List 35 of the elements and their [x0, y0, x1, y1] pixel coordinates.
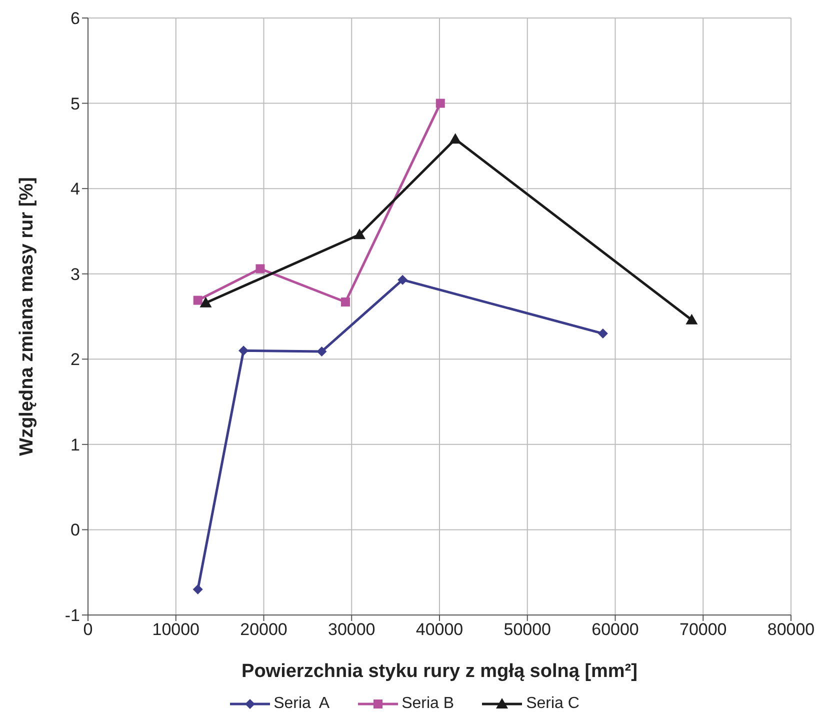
point [340, 298, 350, 306]
point [686, 314, 698, 324]
x-tick-label: 0 [83, 620, 93, 640]
point [398, 274, 408, 285]
y-tick-label: 4 [70, 180, 80, 199]
point [436, 98, 445, 108]
point [316, 346, 327, 356]
point [256, 264, 265, 274]
y-tick-label: -1 [64, 606, 80, 626]
legend-label: Seria B [400, 695, 454, 713]
x-tick-label: 10000 [152, 620, 200, 640]
x-tick-label: 60000 [592, 620, 639, 640]
y-tick-label: 1 [70, 435, 80, 454]
x-tick-label: 30000 [328, 620, 376, 640]
x-tick-label: 70000 [679, 620, 727, 640]
x-tick-label: 50000 [504, 620, 552, 640]
x-axis-title: Powierzchnia styku rury z mgłą solną [mm²] [242, 661, 638, 682]
x-tick-label: 40000 [416, 620, 464, 640]
y-axis-title: Względna zmiana masy rur [%] [16, 177, 38, 456]
legend-label: Seria A [272, 695, 330, 713]
x-tick-label: 80000 [767, 620, 815, 640]
point [449, 133, 462, 144]
legend-label: Seria C [525, 695, 580, 713]
point [598, 328, 608, 339]
y-tick-label: 6 [70, 9, 80, 28]
y-tick-label: 5 [70, 94, 80, 114]
point [193, 296, 202, 305]
point [238, 346, 249, 356]
y-tick-label: 0 [70, 520, 80, 540]
x-tick-label: 20000 [240, 620, 288, 640]
point [200, 296, 212, 308]
point [354, 228, 366, 240]
point [192, 584, 203, 594]
y-tick-label: 3 [70, 264, 80, 284]
y-tick-label: 2 [70, 350, 80, 370]
